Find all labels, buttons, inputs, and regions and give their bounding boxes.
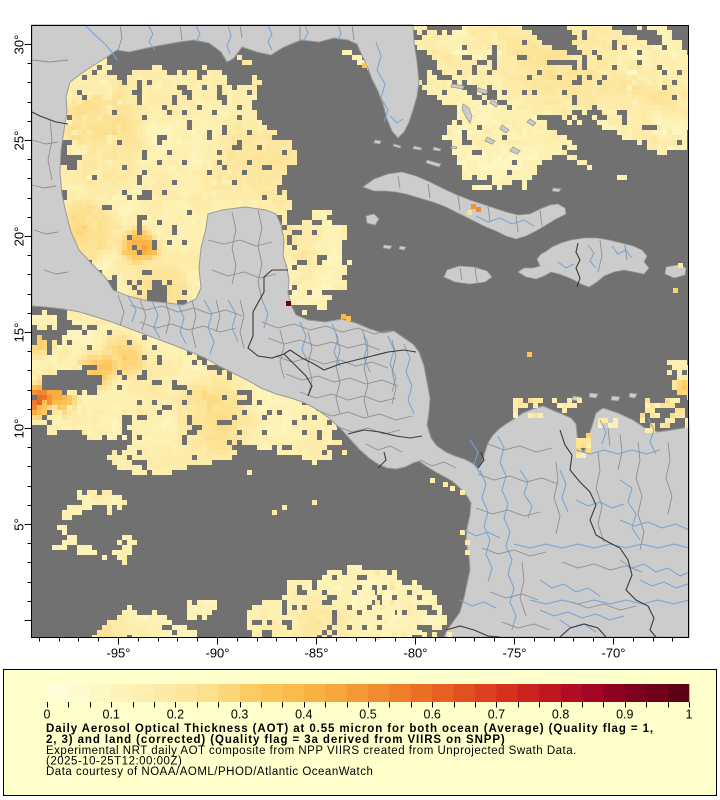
svg-text:-75°: -75° <box>503 646 527 661</box>
svg-text:30°: 30° <box>12 35 27 55</box>
svg-text:0.3: 0.3 <box>231 708 248 722</box>
svg-text:0.2: 0.2 <box>167 708 184 722</box>
svg-text:20°: 20° <box>12 227 27 247</box>
svg-text:Daily Aerosol Optical Thicknes: Daily Aerosol Optical Thickness (AOT) at… <box>46 723 654 735</box>
svg-text:Experimental NRT daily AOT com: Experimental NRT daily AOT composite fro… <box>46 745 577 757</box>
svg-text:0.5: 0.5 <box>359 708 376 722</box>
svg-text:0.1: 0.1 <box>103 708 120 722</box>
svg-text:1: 1 <box>686 708 693 722</box>
svg-text:-70°: -70° <box>602 646 626 661</box>
svg-text:-80°: -80° <box>404 646 428 661</box>
svg-text:-85°: -85° <box>305 646 329 661</box>
svg-text:0.7: 0.7 <box>488 708 505 722</box>
svg-text:10°: 10° <box>12 419 27 439</box>
svg-text:0.8: 0.8 <box>552 708 569 722</box>
svg-text:Data courtesy of NOAA/AOML/PHO: Data courtesy of NOAA/AOML/PHOD/Atlantic… <box>46 766 373 778</box>
svg-text:-90°: -90° <box>206 646 230 661</box>
svg-text:(2025-10-25T12:00:00Z): (2025-10-25T12:00:00Z) <box>46 756 182 768</box>
svg-text:0: 0 <box>44 708 51 722</box>
svg-text:2, 3) and land (corrected) (Qu: 2, 3) and land (corrected) (Quality flag… <box>46 734 506 746</box>
svg-text:0.6: 0.6 <box>424 708 441 722</box>
svg-text:0.4: 0.4 <box>295 708 312 722</box>
svg-text:5°: 5° <box>12 518 27 530</box>
svg-text:25°: 25° <box>12 131 27 151</box>
svg-text:15°: 15° <box>12 323 27 343</box>
svg-text:0.9: 0.9 <box>616 708 633 722</box>
svg-text:-95°: -95° <box>107 646 131 661</box>
